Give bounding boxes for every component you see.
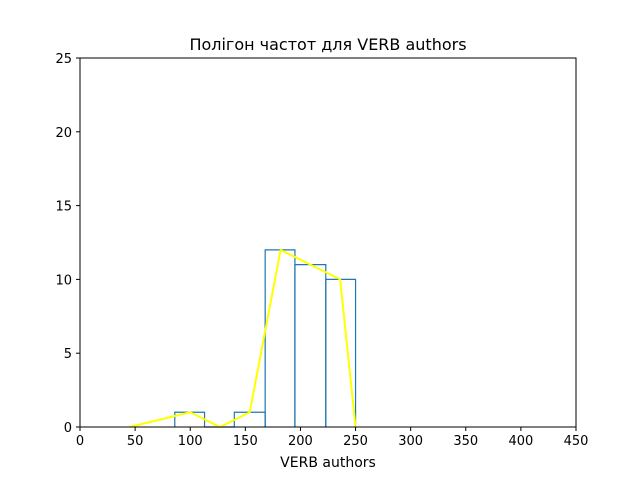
x-tick-label: 250 [343,434,368,449]
y-tick-label: 15 [55,200,72,215]
frequency-polygon-line [129,248,357,428]
y-axis: 0 5 10 15 20 25 [55,52,80,436]
x-tick-label: 100 [178,434,203,449]
y-tick-label: 25 [55,52,72,67]
y-tick-label: 10 [55,273,72,288]
histogram-bin-2 [233,411,266,427]
histogram-bin-4 [294,264,327,427]
x-tick-label: 450 [564,434,589,449]
x-tick-label: 0 [76,434,84,449]
histogram-bin-3 [264,249,296,427]
x-axis-label: VERB authors [280,455,376,471]
chart-title: Полігон частот для VERB authors [189,35,466,54]
x-tick-label: 350 [453,434,478,449]
y-tick-label: 20 [55,126,72,141]
x-axis: 0 50 100 150 200 250 300 350 400 450 [76,427,589,449]
x-tick-label: 400 [508,434,533,449]
y-tick-label: 0 [64,421,72,436]
x-tick-label: 50 [127,434,144,449]
histogram-bin-5 [325,278,357,427]
x-tick-label: 150 [233,434,258,449]
plot-frame [79,57,577,428]
plot-area [129,248,357,428]
x-tick-label: 300 [398,434,423,449]
x-tick-label: 200 [288,434,313,449]
y-tick-label: 5 [64,347,72,362]
